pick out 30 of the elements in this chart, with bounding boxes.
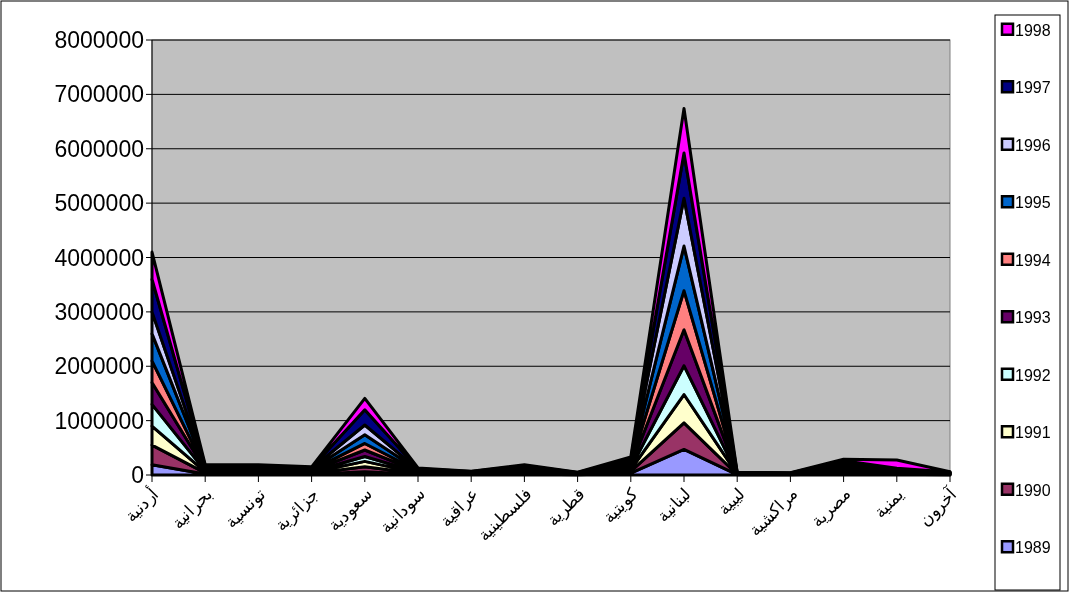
legend-label: 1989 — [1015, 539, 1051, 557]
legend-label: 1992 — [1015, 366, 1051, 384]
y-tick-label: 8000000 — [54, 27, 144, 53]
legend-label: 1998 — [1015, 21, 1051, 39]
y-tick-label: 6000000 — [54, 135, 144, 162]
legend-label: 1990 — [1015, 481, 1051, 499]
legend-label: 1991 — [1015, 424, 1051, 442]
x-tick-label: تونسية — [221, 484, 270, 533]
x-tick-label: آخرون — [914, 482, 963, 531]
x-tick-label: جزائرية — [271, 484, 324, 537]
legend-label: 1994 — [1015, 251, 1051, 269]
y-tick-label: 5000000 — [54, 190, 144, 217]
y-tick-label: 1000000 — [54, 407, 144, 434]
x-tick-label: يمنية — [870, 484, 908, 522]
y-tick-label: 3000000 — [54, 298, 144, 325]
x-tick-label: كويتية — [599, 483, 644, 528]
x-tick-label: مصرية — [807, 484, 856, 532]
x-tick-label: سودانية — [376, 484, 430, 538]
y-tick-label: 2000000 — [54, 353, 144, 380]
legend-label: 1993 — [1015, 309, 1051, 327]
x-tick-label: بحرانية — [167, 484, 217, 534]
legend-label: 1996 — [1015, 136, 1051, 154]
x-tick-label: عراقية — [436, 484, 483, 532]
x-tick-label: قطرية — [543, 484, 590, 531]
y-tick-label: 7000000 — [54, 81, 144, 108]
x-tick-label: سعودية — [324, 484, 377, 537]
legend-label: 1995 — [1015, 194, 1051, 212]
y-tick-label: 4000000 — [54, 244, 144, 271]
legend-label: 1997 — [1015, 79, 1051, 97]
x-tick-label: لبنانية — [653, 484, 695, 526]
